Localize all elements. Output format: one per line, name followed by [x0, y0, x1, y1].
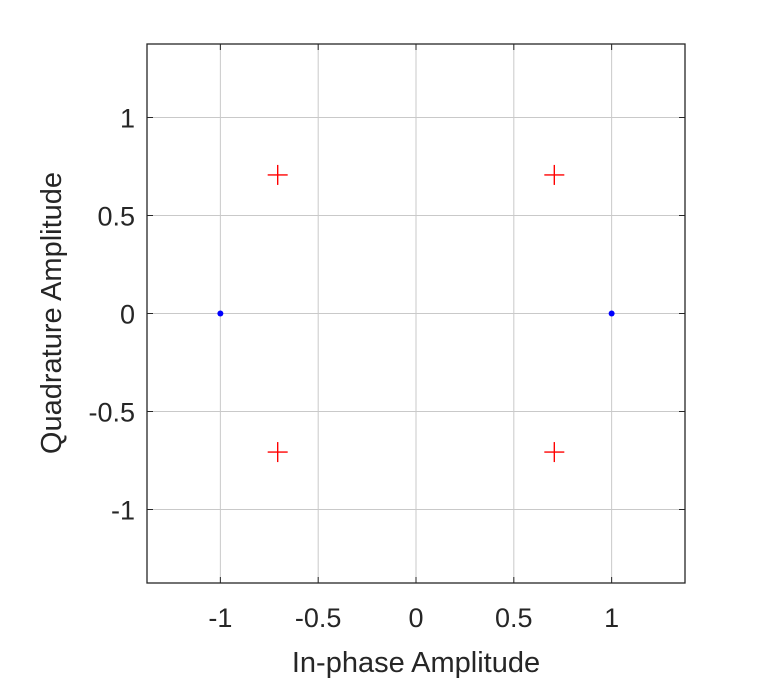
plot-frame — [146, 43, 686, 584]
y-tick-label: 1 — [120, 104, 135, 134]
x-tick-label: 1 — [604, 603, 619, 633]
y-tick-label: 0 — [120, 300, 135, 330]
data-markers — [217, 164, 615, 463]
x-tick-label: 0 — [408, 603, 423, 633]
x-tick-labels: -1 -0.5 0 0.5 1 — [208, 603, 619, 633]
y-tick-label: 0.5 — [97, 202, 135, 232]
tick-marks — [147, 44, 685, 583]
plus-marker — [544, 442, 565, 463]
y-tick-label: -1 — [111, 496, 135, 526]
plus-marker — [544, 164, 565, 185]
x-tick-label: -1 — [208, 603, 232, 633]
x-tick-label: -0.5 — [295, 603, 342, 633]
x-axis-label: In-phase Amplitude — [292, 647, 540, 679]
plus-marker — [267, 164, 288, 185]
x-tick-label: 0.5 — [495, 603, 533, 633]
y-axis-label: Quadrature Amplitude — [36, 172, 68, 454]
plus-marker — [267, 442, 288, 463]
y-tick-label: -0.5 — [88, 398, 135, 428]
dot-marker — [217, 310, 224, 317]
grid-lines — [147, 44, 685, 583]
dot-marker — [608, 310, 615, 317]
y-tick-labels: -1 -0.5 0 0.5 1 — [88, 104, 135, 526]
